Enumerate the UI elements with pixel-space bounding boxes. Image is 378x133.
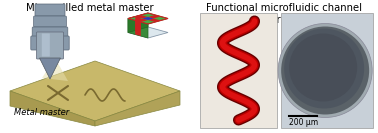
Polygon shape	[135, 15, 148, 18]
Circle shape	[278, 24, 372, 117]
FancyBboxPatch shape	[34, 16, 67, 27]
Text: Metal master: Metal master	[14, 108, 69, 117]
Polygon shape	[95, 91, 180, 126]
FancyBboxPatch shape	[200, 13, 277, 128]
Polygon shape	[135, 15, 141, 30]
Text: Micromilled metal master: Micromilled metal master	[26, 3, 154, 13]
FancyBboxPatch shape	[281, 13, 373, 128]
FancyBboxPatch shape	[32, 27, 68, 40]
FancyBboxPatch shape	[35, 4, 65, 16]
FancyBboxPatch shape	[36, 32, 64, 59]
Polygon shape	[128, 27, 168, 38]
Polygon shape	[42, 58, 68, 81]
Polygon shape	[148, 18, 161, 22]
Polygon shape	[39, 58, 60, 79]
Polygon shape	[10, 91, 95, 126]
Polygon shape	[143, 17, 153, 20]
Polygon shape	[128, 13, 168, 24]
Circle shape	[284, 28, 364, 109]
Text: Functional microfluidic channel
with circular cross section: Functional microfluidic channel with cir…	[206, 3, 362, 25]
Polygon shape	[10, 61, 180, 121]
Circle shape	[281, 26, 369, 115]
Polygon shape	[148, 15, 161, 18]
Text: 200 μm: 200 μm	[289, 118, 318, 127]
FancyBboxPatch shape	[31, 36, 69, 50]
Circle shape	[289, 34, 357, 101]
FancyBboxPatch shape	[42, 34, 50, 57]
Polygon shape	[135, 20, 141, 36]
Polygon shape	[128, 18, 148, 38]
Polygon shape	[135, 18, 148, 22]
Polygon shape	[128, 13, 148, 32]
